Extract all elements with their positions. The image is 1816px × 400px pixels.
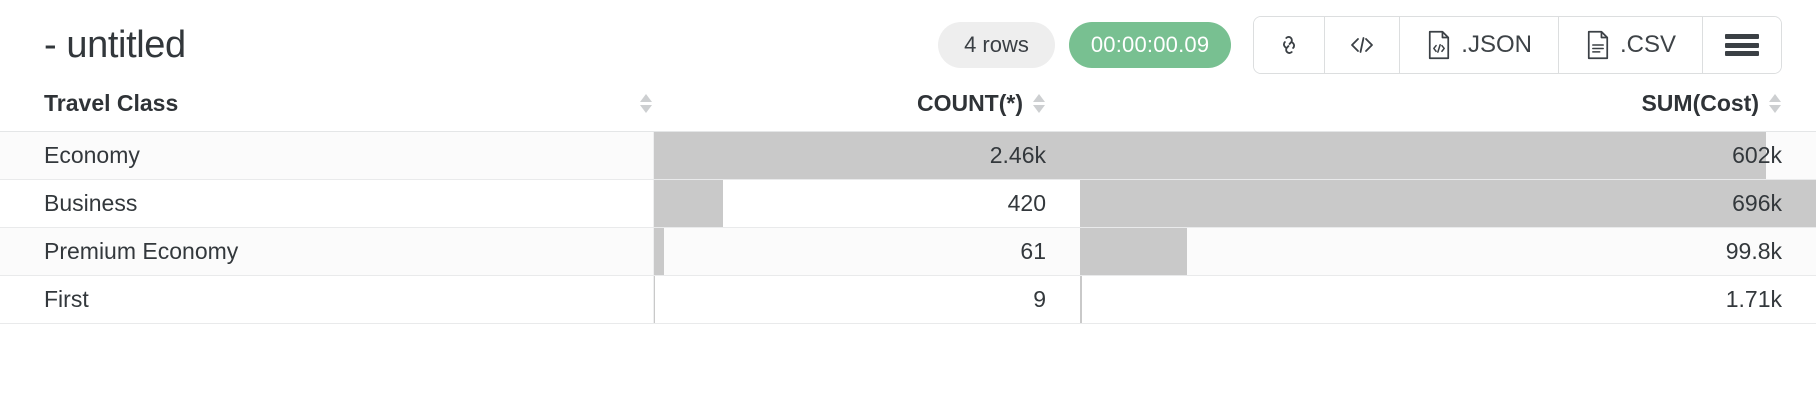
sort-icon-sum[interactable] bbox=[1769, 94, 1782, 113]
table-header: Travel Class COUNT(*) bbox=[0, 90, 1816, 132]
count-bar bbox=[653, 180, 724, 227]
download-csv-button[interactable]: .CSV bbox=[1558, 17, 1703, 73]
cell-count: 9 bbox=[653, 275, 1080, 324]
sort-icon-count[interactable] bbox=[1033, 94, 1046, 113]
cell-count-value: 2.46k bbox=[989, 142, 1046, 168]
page-title: - untitled bbox=[44, 23, 186, 66]
panel-header: - untitled 4 rows 00:00:00.09 bbox=[0, 0, 1816, 90]
count-bar bbox=[653, 276, 656, 323]
table-body: Economy 2.46k 602k Business 420 bbox=[0, 131, 1816, 324]
cell-sum: 99.8k bbox=[1080, 227, 1816, 276]
sum-bar bbox=[1080, 132, 1766, 179]
json-file-icon bbox=[1426, 30, 1452, 60]
cell-sum-value: 99.8k bbox=[1725, 238, 1782, 264]
table-row[interactable]: Economy 2.46k 602k bbox=[0, 131, 1816, 180]
export-button-group: .JSON .CSV bbox=[1253, 16, 1782, 74]
csv-file-icon bbox=[1585, 30, 1611, 60]
download-csv-label: .CSV bbox=[1619, 31, 1676, 58]
sum-bar bbox=[1080, 228, 1188, 275]
count-bar bbox=[653, 228, 664, 275]
cell-sum-value: 602k bbox=[1732, 142, 1782, 168]
table-header-row: Travel Class COUNT(*) bbox=[0, 90, 1816, 132]
cell-sum: 1.71k bbox=[1080, 275, 1816, 324]
table-row[interactable]: Business 420 696k bbox=[0, 179, 1816, 228]
download-json-label: .JSON bbox=[1461, 31, 1532, 58]
header-actions: 4 rows 00:00:00.09 bbox=[938, 16, 1782, 74]
column-header-travel-class[interactable]: Travel Class bbox=[0, 90, 653, 132]
cell-travel-class: First bbox=[0, 275, 654, 324]
download-json-button[interactable]: .JSON bbox=[1400, 17, 1559, 73]
code-icon bbox=[1347, 33, 1377, 57]
cell-count: 2.46k bbox=[653, 131, 1080, 180]
cell-count: 420 bbox=[653, 179, 1080, 228]
table-row[interactable]: First 9 1.71k bbox=[0, 275, 1816, 324]
cell-sum-value: 1.71k bbox=[1725, 286, 1782, 312]
sum-bar bbox=[1080, 276, 1083, 323]
results-table: Travel Class COUNT(*) bbox=[0, 90, 1816, 324]
execution-timer-badge: 00:00:00.09 bbox=[1068, 22, 1232, 68]
column-header-label: COUNT(*) bbox=[916, 90, 1023, 116]
cell-sum: 696k bbox=[1080, 179, 1816, 228]
cell-count-value: 420 bbox=[1007, 190, 1046, 216]
row-count-badge: 4 rows bbox=[938, 22, 1055, 68]
cell-travel-class: Business bbox=[0, 179, 654, 228]
menu-button[interactable] bbox=[1703, 17, 1781, 73]
cell-count: 61 bbox=[653, 227, 1080, 276]
hamburger-icon bbox=[1725, 34, 1759, 56]
cell-count-value: 9 bbox=[1033, 286, 1046, 312]
table-row[interactable]: Premium Economy 61 99.8k bbox=[0, 227, 1816, 276]
count-bar bbox=[653, 132, 1080, 179]
embed-code-button[interactable] bbox=[1325, 17, 1401, 73]
column-header-label: SUM(Cost) bbox=[1641, 90, 1759, 116]
cell-travel-class: Economy bbox=[0, 131, 654, 180]
share-link-button[interactable] bbox=[1254, 17, 1326, 73]
cell-sum-value: 696k bbox=[1732, 190, 1782, 216]
column-header-label: Travel Class bbox=[44, 90, 179, 116]
column-header-sum[interactable]: SUM(Cost) bbox=[1080, 90, 1816, 132]
link-icon bbox=[1276, 32, 1302, 58]
column-header-count[interactable]: COUNT(*) bbox=[653, 90, 1080, 132]
cell-count-value: 61 bbox=[1020, 238, 1046, 264]
sort-icon-travel-class[interactable] bbox=[640, 94, 653, 113]
cell-sum: 602k bbox=[1080, 131, 1816, 180]
cell-travel-class: Premium Economy bbox=[0, 227, 654, 276]
sum-bar bbox=[1080, 180, 1816, 227]
